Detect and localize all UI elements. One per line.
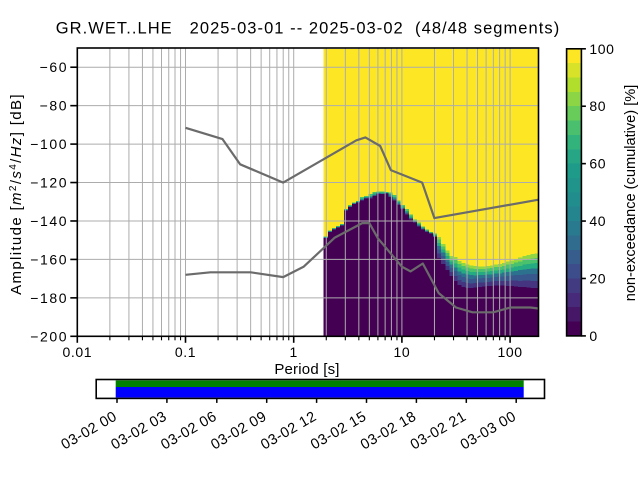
svg-text:03-02 12: 03-02 12 (258, 409, 319, 454)
svg-text:−200: −200 (30, 328, 68, 344)
svg-text:10: 10 (394, 344, 411, 360)
svg-text:Amplitude [m2/s4/Hz] [dB]: Amplitude [m2/s4/Hz] [dB] (8, 93, 25, 295)
svg-text:03-02 00: 03-02 00 (59, 409, 120, 454)
svg-text:−100: −100 (30, 136, 68, 152)
svg-text:−140: −140 (30, 213, 68, 229)
svg-text:03-02 18: 03-02 18 (358, 409, 419, 454)
svg-text:GR.WET..LHE 2025-03-01 -- 20: GR.WET..LHE 2025-03-01 -- 2025-03-02 (48… (56, 20, 561, 38)
svg-text:0: 0 (589, 328, 597, 344)
svg-text:Period [s]: Period [s] (274, 361, 339, 378)
svg-text:80: 80 (589, 98, 606, 114)
svg-text:03-02 21: 03-02 21 (408, 409, 469, 454)
svg-text:03-02 06: 03-02 06 (158, 409, 219, 454)
svg-text:−60: −60 (40, 59, 69, 75)
svg-text:40: 40 (589, 213, 606, 229)
svg-text:0.1: 0.1 (175, 344, 196, 360)
svg-text:0.01: 0.01 (62, 344, 92, 360)
svg-text:100: 100 (498, 344, 523, 360)
svg-text:−120: −120 (30, 175, 68, 191)
svg-text:03-02 03: 03-02 03 (109, 409, 170, 454)
svg-text:20: 20 (589, 271, 606, 287)
svg-text:60: 60 (589, 156, 606, 172)
svg-text:03-03 00: 03-03 00 (458, 409, 519, 454)
svg-text:−160: −160 (30, 251, 68, 267)
svg-text:−180: −180 (30, 290, 68, 306)
svg-text:03-02 15: 03-02 15 (308, 409, 369, 454)
svg-text:100: 100 (589, 41, 614, 57)
svg-text:1: 1 (290, 344, 298, 360)
svg-text:03-02 09: 03-02 09 (208, 409, 269, 454)
svg-text:non-exceedance (cumulative) [%: non-exceedance (cumulative) [%] (623, 85, 639, 302)
svg-text:−80: −80 (40, 98, 69, 114)
